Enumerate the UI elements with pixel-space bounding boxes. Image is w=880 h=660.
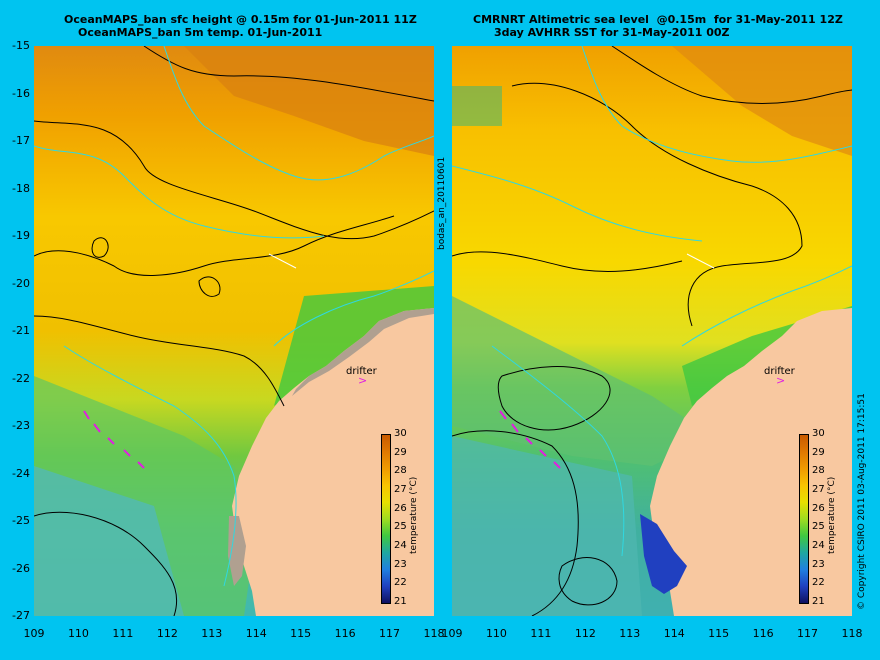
colorbar-tick-label: 21 bbox=[394, 596, 407, 607]
colorbar-title: temperature (°C) bbox=[409, 476, 419, 554]
colorbar-tick-label: 30 bbox=[812, 428, 825, 439]
lon-tick-label: 114 bbox=[245, 627, 267, 640]
lon-tick-label: 111 bbox=[112, 627, 134, 640]
center-label: bodas_an_20110601 bbox=[437, 156, 447, 250]
shark-bay-cold-water bbox=[640, 514, 687, 594]
right-title-line2: 3day AVHRR SST for 31-May-2011 00Z bbox=[494, 26, 730, 39]
lat-tick-label: -24 bbox=[12, 466, 30, 480]
colorbar-tick-label: 24 bbox=[812, 540, 825, 551]
colorbar-tick-label: 29 bbox=[394, 446, 407, 458]
cool-south-patch bbox=[452, 436, 642, 616]
warm-patch bbox=[672, 46, 852, 156]
colorbar-tick-label: 26 bbox=[812, 502, 825, 514]
drifter-vector bbox=[268, 253, 297, 269]
lon-tick-label: 116 bbox=[752, 627, 774, 640]
temperature-contours bbox=[34, 46, 434, 587]
lat-tick-label: -25 bbox=[12, 514, 30, 527]
colorbar-tick-label: 24 bbox=[394, 540, 407, 551]
lat-tick-label: -21 bbox=[12, 324, 30, 337]
lon-tick-label: 117 bbox=[797, 627, 819, 640]
colorbar-tick-label: 23 bbox=[812, 558, 825, 570]
colorbar-right: 30 29 28 27 26 25 24 23 22 21 temperature (°C) bbox=[799, 428, 849, 607]
lon-tick-label: 110 bbox=[485, 627, 507, 640]
lon-tick-label: 114 bbox=[663, 627, 685, 640]
colorbar-tick-label: 23 bbox=[394, 558, 407, 570]
temperature-contours bbox=[452, 46, 852, 557]
lon-tick-label: 118 bbox=[423, 627, 445, 640]
colorbar-tick-label: 27 bbox=[394, 484, 407, 495]
colorbar-tick-label: 21 bbox=[812, 596, 825, 607]
shark-bay bbox=[228, 516, 246, 586]
lat-tick-label: -23 bbox=[12, 419, 30, 432]
lon-tick-label: 109 bbox=[441, 627, 463, 640]
colorbar-title: temperature (°C) bbox=[827, 476, 837, 554]
colorbar-tick-label: 26 bbox=[394, 502, 407, 514]
right-map-svg bbox=[452, 46, 852, 616]
lat-tick-label: -17 bbox=[12, 134, 30, 147]
warm-patch bbox=[184, 46, 434, 156]
cloud-patch bbox=[452, 86, 502, 126]
lon-tick-label: 113 bbox=[201, 627, 223, 640]
colorbar-tick-label: 22 bbox=[812, 577, 825, 589]
drifter-label-left: drifter bbox=[346, 366, 377, 377]
lon-tick-label: 115 bbox=[708, 627, 730, 640]
colorbar-gradient bbox=[799, 434, 809, 604]
lat-tick-label: -15 bbox=[12, 39, 30, 52]
colorbar-tick-label: 28 bbox=[812, 465, 825, 477]
lon-tick-label: 118 bbox=[841, 627, 863, 640]
copyright-label: © Copyright CSIRO 2011 03-Aug-2011 17:15… bbox=[857, 393, 867, 610]
colorbar-tick-label: 28 bbox=[394, 465, 407, 477]
green-west-band bbox=[452, 296, 712, 466]
drifter-track bbox=[499, 410, 561, 469]
drifter-vector bbox=[686, 253, 715, 269]
left-map-svg bbox=[34, 46, 434, 616]
drifter-arrow-right: > bbox=[776, 374, 786, 387]
lon-tick-label: 115 bbox=[290, 627, 312, 640]
left-title-line1: OceanMAPS_ban sfc height @ 0.15m for 01-… bbox=[64, 13, 417, 26]
lat-tick-label: -18 bbox=[12, 181, 30, 195]
colorbar-tick-label: 25 bbox=[394, 521, 407, 533]
cool-south-patch bbox=[34, 466, 184, 616]
sea-level-contours bbox=[34, 46, 434, 616]
right-map-panel bbox=[452, 46, 852, 616]
lat-tick-label: -22 bbox=[12, 371, 30, 385]
lat-tick-label: -16 bbox=[12, 86, 30, 100]
lat-tick-label: -26 bbox=[12, 561, 30, 575]
drifter-label-right: drifter bbox=[764, 366, 795, 377]
colorbar-tick-label: 22 bbox=[394, 577, 407, 589]
lat-tick-label: -20 bbox=[12, 276, 30, 290]
colorbar-tick-label: 25 bbox=[812, 521, 825, 533]
lon-tick-label: 112 bbox=[156, 627, 178, 640]
colorbar-gradient bbox=[381, 434, 391, 604]
left-title-line2: OceanMAPS_ban 5m temp. 01-Jun-2011 bbox=[78, 26, 323, 39]
colorbar-tick-label: 29 bbox=[812, 446, 825, 458]
sea-level-contours bbox=[452, 46, 852, 616]
colorbar-tick-label: 27 bbox=[812, 484, 825, 495]
lon-tick-label: 116 bbox=[334, 627, 356, 640]
lon-tick-label: 113 bbox=[619, 627, 641, 640]
left-map-panel bbox=[34, 46, 434, 616]
lon-tick-label: 110 bbox=[67, 627, 89, 640]
lon-tick-label: 117 bbox=[379, 627, 401, 640]
lat-tick-label: -27 bbox=[12, 609, 30, 622]
lon-tick-label: 112 bbox=[574, 627, 596, 640]
lat-tick-label: -19 bbox=[12, 229, 30, 242]
drifter-arrow-left: > bbox=[358, 374, 368, 387]
colorbar-tick-label: 30 bbox=[394, 428, 407, 439]
lon-tick-label: 111 bbox=[530, 627, 552, 640]
right-title-line1: CMRNRT Altimetric sea level @0.15m for 3… bbox=[473, 13, 843, 26]
drifter-track bbox=[83, 410, 145, 469]
lon-tick-label: 109 bbox=[23, 627, 45, 640]
colorbar-left: 30 29 28 27 26 25 24 23 22 21 temperature (°C) bbox=[381, 428, 431, 607]
